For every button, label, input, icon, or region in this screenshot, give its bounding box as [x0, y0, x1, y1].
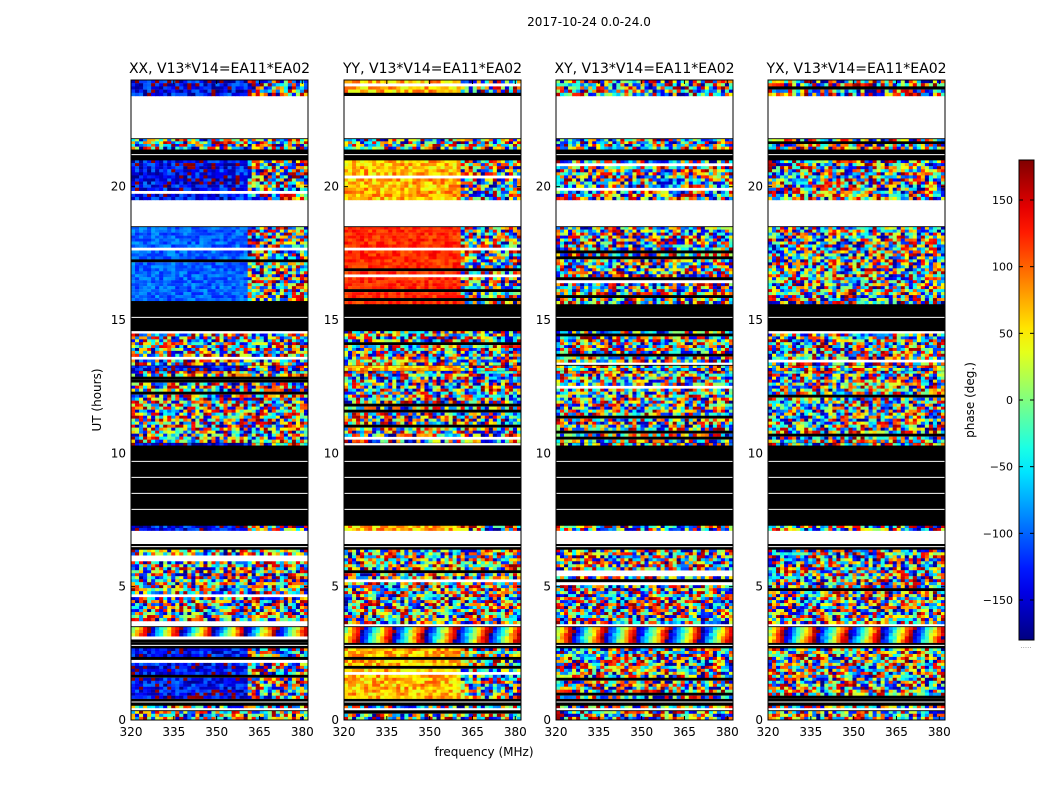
x-axis-label: frequency (MHz): [434, 745, 533, 759]
panel-yy: YY, V13*V14=EA11*EA02 320 335 350 365 380 0 5 10…: [324, 61, 527, 739]
flagged-band: [344, 445, 521, 526]
y-tick-label: 5: [543, 580, 551, 594]
y-tick-label: 15: [324, 313, 339, 327]
y-tick-label: 15: [111, 313, 126, 327]
colorbar-bottom-label: .....: [1020, 642, 1031, 650]
colorbar-tick-label: −100: [983, 527, 1013, 540]
x-tick-label: 380: [928, 725, 951, 739]
panel-frame: [130, 79, 309, 721]
y-axis-label: UT (hours): [90, 368, 104, 431]
colorbar-label: phase (deg.): [963, 362, 977, 438]
phase-image: [344, 80, 521, 720]
phase-image: [556, 80, 733, 720]
x-tick-label: 335: [587, 725, 610, 739]
colorbar-tick-label: −150: [983, 594, 1013, 607]
x-tick-label: 365: [673, 725, 696, 739]
panel-frame: [767, 79, 946, 721]
panel-title: XY, V13*V14=EA11*EA02: [554, 61, 734, 77]
x-tick-label: 320: [333, 725, 356, 739]
y-tick-label: 0: [755, 713, 763, 727]
figure-suptitle: 2017-10-24 0.0-24.0: [527, 15, 651, 29]
x-tick-label: 350: [418, 725, 441, 739]
panel-frame: [555, 79, 734, 721]
x-tick-label: 365: [461, 725, 484, 739]
y-tick-label: 10: [111, 446, 126, 460]
flagged-band: [131, 445, 308, 526]
y-tick-label: 15: [748, 313, 763, 327]
x-tick-label: 335: [375, 725, 398, 739]
panel-title: YX, V13*V14=EA11*EA02: [765, 61, 946, 77]
panels-group: XX, V13*V14=EA11*EA02 320 335 350 365 380 0 5 10…: [111, 61, 951, 739]
x-tick-label: 320: [120, 725, 143, 739]
y-tick-label: 15: [536, 313, 551, 327]
y-tick-label: 0: [543, 713, 551, 727]
panel-frame: [343, 79, 522, 721]
y-tick-label: 20: [536, 180, 551, 194]
y-tick-label: 20: [111, 180, 126, 194]
y-tick-label: 10: [536, 446, 551, 460]
x-tick-label: 365: [248, 725, 271, 739]
y-tick-label: 5: [755, 580, 763, 594]
panel-yx: YX, V13*V14=EA11*EA02 320 335 350 365 380 0 5 10…: [748, 61, 951, 739]
flagged-band: [556, 445, 733, 526]
phase-image: [768, 80, 945, 720]
colorbar-tick-label: 150: [992, 194, 1013, 207]
x-tick-label: 380: [504, 725, 527, 739]
panel-xy: XY, V13*V14=EA11*EA02 320 335 350 365 380 0 5 10…: [536, 61, 739, 739]
y-tick-label: 5: [331, 580, 339, 594]
y-tick-label: 10: [748, 446, 763, 460]
x-tick-label: 380: [716, 725, 739, 739]
x-tick-label: 380: [291, 725, 314, 739]
x-tick-label: 335: [162, 725, 185, 739]
x-tick-label: 320: [545, 725, 568, 739]
phase-image: [131, 80, 308, 720]
x-tick-label: 365: [885, 725, 908, 739]
x-tick-label: 335: [799, 725, 822, 739]
x-tick-label: 320: [757, 725, 780, 739]
y-tick-label: 20: [748, 180, 763, 194]
flagged-band: [768, 445, 945, 526]
panel-title: YY, V13*V14=EA11*EA02: [342, 61, 522, 77]
x-tick-label: 350: [205, 725, 228, 739]
y-tick-label: 5: [118, 580, 126, 594]
panel-title: XX, V13*V14=EA11*EA02: [129, 61, 310, 77]
colorbar-tick-label: 100: [992, 261, 1013, 274]
y-tick-label: 0: [118, 713, 126, 727]
y-tick-label: 20: [324, 180, 339, 194]
colorbar-tick-label: −50: [990, 461, 1013, 474]
panel-xx: XX, V13*V14=EA11*EA02 320 335 350 365 380 0 5 10…: [111, 61, 314, 739]
x-tick-label: 350: [630, 725, 653, 739]
colorbar: 150 100 50 0 −50 −100 −150: [983, 159, 1035, 641]
y-tick-label: 10: [324, 446, 339, 460]
y-tick-label: 0: [331, 713, 339, 727]
x-tick-label: 350: [842, 725, 865, 739]
colorbar-tick-label: 50: [999, 327, 1013, 340]
colorbar-tick-label: 0: [1006, 394, 1013, 407]
